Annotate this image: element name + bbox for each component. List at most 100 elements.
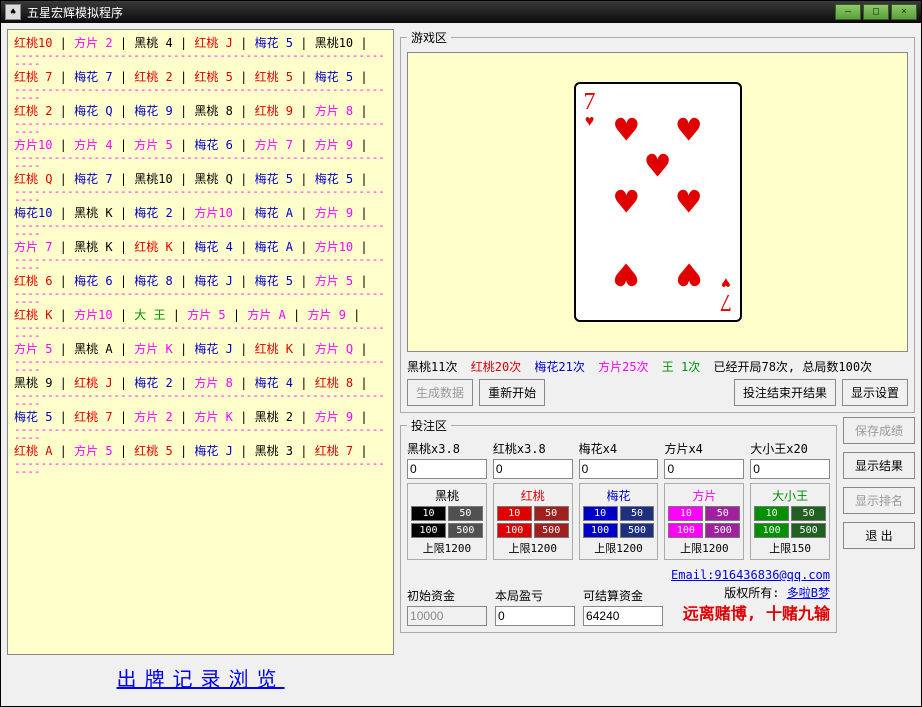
history-card: 梅花 4 bbox=[194, 240, 232, 254]
suit-chip-col: 大小王1050100500上限150 bbox=[750, 483, 830, 560]
bet-header-col: 方片x4 bbox=[664, 440, 744, 479]
history-card: 红桃 5 bbox=[134, 444, 172, 458]
history-card: 梅花 Q bbox=[74, 104, 112, 118]
history-card: 红桃 9 bbox=[255, 104, 293, 118]
chip-button[interactable]: 10 bbox=[754, 506, 789, 521]
bet-multiplier-label: 梅花x4 bbox=[579, 440, 659, 457]
history-card: 红桃 2 bbox=[134, 70, 172, 84]
chip-button[interactable]: 50 bbox=[791, 506, 826, 521]
bet-input[interactable] bbox=[579, 459, 659, 479]
history-card: 方片 2 bbox=[134, 410, 172, 424]
history-title[interactable]: 出牌记录浏览 bbox=[7, 655, 394, 700]
bet-multiplier-label: 方片x4 bbox=[664, 440, 744, 457]
history-card: 黑桃 2 bbox=[255, 410, 293, 424]
chip-button[interactable]: 100 bbox=[411, 523, 446, 538]
history-card: 黑桃 Q bbox=[194, 172, 232, 186]
history-card: 方片 8 bbox=[194, 376, 232, 390]
history-card: 梅花 8 bbox=[134, 274, 172, 288]
round-profit-label: 本局盈亏 bbox=[495, 587, 575, 604]
chip-button[interactable]: 500 bbox=[620, 523, 655, 538]
side-button-column: 保存成绩 显示结果 显示排名 退 出 bbox=[843, 417, 915, 633]
bet-header-col: 大小王x20 bbox=[750, 440, 830, 479]
chip-button[interactable]: 500 bbox=[705, 523, 740, 538]
suit-name-label: 方片 bbox=[668, 487, 740, 504]
bet-multiplier-label: 红桃x3.8 bbox=[493, 440, 573, 457]
history-card: 黑桃 K bbox=[74, 206, 112, 220]
history-card: 红桃 J bbox=[74, 376, 112, 390]
history-card: 梅花 J bbox=[194, 274, 232, 288]
suit-chip-col: 黑桃1050100500上限1200 bbox=[407, 483, 487, 560]
bet-input[interactable] bbox=[407, 459, 487, 479]
history-card: 梅花 5 bbox=[315, 172, 353, 186]
history-card: 方片 K bbox=[134, 342, 172, 356]
stats-line: 黑桃11次 红桃20次 梅花21次 方片25次 王 1次 已经开局78次, 总局… bbox=[407, 358, 908, 375]
stat-spade: 黑桃11次 bbox=[407, 360, 457, 374]
chip-button[interactable]: 100 bbox=[583, 523, 618, 538]
round-profit-input[interactable] bbox=[495, 606, 575, 626]
minimize-button[interactable]: — bbox=[835, 4, 861, 20]
chip-button[interactable]: 500 bbox=[791, 523, 826, 538]
history-card: 方片 5 bbox=[74, 444, 112, 458]
history-card: 黑桃 3 bbox=[255, 444, 293, 458]
suit-chip-col: 方片1050100500上限1200 bbox=[664, 483, 744, 560]
gen-data-button: 生成数据 bbox=[407, 379, 473, 406]
bet-input[interactable] bbox=[664, 459, 744, 479]
history-card: 梅花 2 bbox=[134, 206, 172, 220]
history-card: 红桃 7 bbox=[14, 70, 52, 84]
restart-button[interactable]: 重新开始 bbox=[479, 379, 545, 406]
history-card: 红桃 7 bbox=[74, 410, 112, 424]
history-list: 红桃10 | 方片 2 | 黑桃 4 | 红桃 J | 梅花 5 | 黑桃10 … bbox=[7, 29, 394, 655]
history-card: 红桃 7 bbox=[315, 444, 353, 458]
history-card: 梅花 5 bbox=[14, 410, 52, 424]
history-card: 梅花 6 bbox=[194, 138, 232, 152]
game-area-legend: 游戏区 bbox=[407, 29, 451, 46]
chip-button[interactable]: 500 bbox=[534, 523, 569, 538]
suit-chip-col: 红桃1050100500上限1200 bbox=[493, 483, 573, 560]
stat-joker: 王 1次 bbox=[662, 360, 700, 374]
history-card: 方片 Q bbox=[315, 342, 353, 356]
chip-button[interactable]: 500 bbox=[448, 523, 483, 538]
chip-button[interactable]: 10 bbox=[583, 506, 618, 521]
stat-totals: 已经开局78次, 总局数100次 bbox=[713, 360, 872, 374]
history-card: 黑桃10 bbox=[315, 36, 353, 50]
history-card: 红桃 2 bbox=[14, 104, 52, 118]
show-result-button[interactable]: 显示结果 bbox=[843, 452, 915, 479]
bet-input[interactable] bbox=[750, 459, 830, 479]
chip-button[interactable]: 100 bbox=[754, 523, 789, 538]
history-card: 方片10 bbox=[194, 206, 232, 220]
history-card: 红桃 J bbox=[194, 36, 232, 50]
chip-button[interactable]: 100 bbox=[668, 523, 703, 538]
history-card: 黑桃 8 bbox=[194, 104, 232, 118]
stat-heart: 红桃20次 bbox=[471, 360, 521, 374]
history-card: 黑桃10 bbox=[134, 172, 172, 186]
stat-diamond: 方片25次 bbox=[598, 360, 648, 374]
settle-button[interactable]: 投注结束开结果 bbox=[734, 379, 836, 406]
chip-button[interactable]: 50 bbox=[620, 506, 655, 521]
settle-fund-input[interactable] bbox=[583, 606, 663, 626]
chip-button[interactable]: 10 bbox=[411, 506, 446, 521]
app-window: ♠ 五星宏辉模拟程序 — □ × 红桃10 | 方片 2 | 黑桃 4 | 红桃… bbox=[0, 0, 922, 707]
email-link[interactable]: Email:916436836@qq.com bbox=[671, 568, 830, 582]
history-card: 方片 4 bbox=[74, 138, 112, 152]
exit-button[interactable]: 退 出 bbox=[843, 522, 915, 549]
chip-button[interactable]: 10 bbox=[668, 506, 703, 521]
chip-button[interactable]: 10 bbox=[497, 506, 532, 521]
close-button[interactable]: × bbox=[891, 4, 917, 20]
history-card: 方片 7 bbox=[255, 138, 293, 152]
chip-button[interactable]: 50 bbox=[705, 506, 740, 521]
history-card: 红桃 A bbox=[14, 444, 52, 458]
init-fund-label: 初始资金 bbox=[407, 587, 487, 604]
history-card: 方片 8 bbox=[315, 104, 353, 118]
chip-button[interactable]: 50 bbox=[534, 506, 569, 521]
maximize-button[interactable]: □ bbox=[863, 4, 889, 20]
chip-button[interactable]: 50 bbox=[448, 506, 483, 521]
copyright-link[interactable]: 多啦B梦 bbox=[787, 586, 830, 600]
bet-input[interactable] bbox=[493, 459, 573, 479]
history-card: 梅花10 bbox=[14, 206, 52, 220]
history-card: 红桃 K bbox=[134, 240, 172, 254]
history-card: 梅花 A bbox=[255, 206, 293, 220]
right-panel: 游戏区 7 ♥ ♥ ♥ ♥ ♥ ♥ ♥ bbox=[400, 29, 915, 700]
history-card: 红桃 5 bbox=[194, 70, 232, 84]
display-settings-button[interactable]: 显示设置 bbox=[842, 379, 908, 406]
chip-button[interactable]: 100 bbox=[497, 523, 532, 538]
